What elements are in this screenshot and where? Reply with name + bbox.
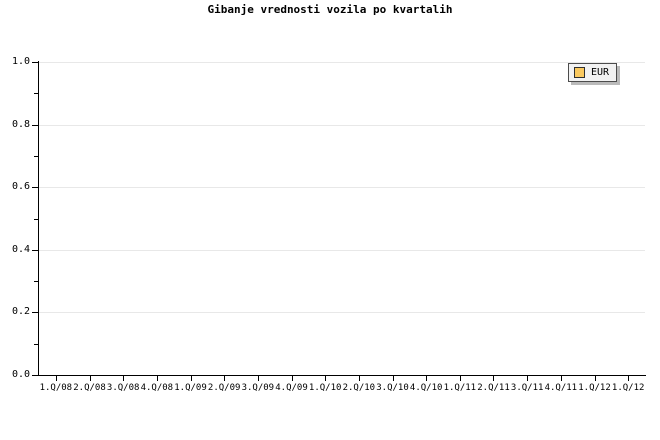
x-axis-tick [258,376,259,381]
x-axis-tick [157,376,158,381]
x-axis-tick [359,376,360,381]
y-axis-minor-tick [34,155,39,157]
y-axis-labels: 0.0 0.2 0.4 0.6 0.8 1.0 [0,0,30,440]
x-axis-tick [426,376,427,381]
x-axis-tick [56,376,57,381]
chart-legend[interactable]: EUR [568,63,618,82]
x-axis-tick-label: 4.Q/08 [140,383,174,393]
y-axis-minor-tick [34,343,39,345]
legend-item-label: EUR [591,67,610,78]
x-axis-tick [527,376,528,381]
x-axis-tick-label: 1.Q/10 [308,383,342,393]
y-axis-minor-tick [34,218,39,220]
x-axis-tick-label: 3.Q/11 [510,383,544,393]
x-axis-tick-label: 1.Q/09 [174,383,207,393]
x-axis-tick-label: 3.Q/10 [376,383,409,393]
x-axis-tick [90,376,91,381]
x-axis-tick-label: 1.Q/12 [611,383,645,393]
x-axis-tick [325,376,326,381]
x-axis-tick-label: 4.Q/10 [409,383,443,393]
gridline-horizontal [39,124,645,126]
x-axis-tick [393,376,394,381]
x-axis-tick-label: 1.Q/11 [443,383,477,393]
y-axis-tick-label: 0.0 [11,369,30,380]
x-axis-tick-label: 2.Q/09 [207,383,241,393]
x-axis-tick [628,376,629,381]
y-axis-tick [32,375,39,376]
y-axis-tick-label: 1.0 [11,56,30,67]
x-axis-tick [123,376,124,381]
gridline-horizontal [39,187,645,189]
x-axis-tick [493,376,494,381]
y-axis-tick [32,124,39,126]
x-axis-tick [460,376,461,381]
x-axis-tick-label: 2.Q/11 [477,383,510,393]
x-axis-tick [595,376,596,381]
y-axis-tick [32,62,39,63]
gridline-horizontal [39,249,645,251]
y-axis-tick-label: 0.4 [11,243,30,255]
y-axis-tick [32,187,39,189]
x-axis-tick-label: 2.Q/10 [342,383,376,393]
x-axis-tick [292,376,293,381]
x-axis-tick-label: 1.Q/08 [39,383,73,393]
x-axis-tick-label: 3.Q/08 [106,383,140,393]
x-axis-tick [191,376,192,381]
gridline-horizontal [39,312,645,314]
legend-swatch-icon [574,67,585,78]
x-axis-tick [224,376,225,381]
y-axis-minor-tick [34,281,39,283]
x-axis-line [38,375,646,376]
x-axis-tick-label: 4.Q/09 [275,383,308,393]
gridline-horizontal [39,62,645,63]
y-axis-tick [32,312,39,314]
x-axis-tick-label: 1.Q/12 [578,383,611,393]
y-axis-tick-label: 0.8 [11,118,30,130]
x-axis-tick [561,376,562,381]
y-axis-tick [32,249,39,251]
chart-title: Gibanje vrednosti vozila po kvartalih [207,3,453,16]
x-axis-tick-label: 2.Q/08 [73,383,106,393]
plot-area [39,62,645,375]
x-axis-tick-label: 4.Q/11 [544,383,578,393]
y-axis-tick-label: 0.2 [11,306,30,318]
x-axis-tick-label: 3.Q/09 [241,383,275,393]
y-axis-tick-label: 0.6 [11,181,30,193]
y-axis-minor-tick [34,93,39,95]
